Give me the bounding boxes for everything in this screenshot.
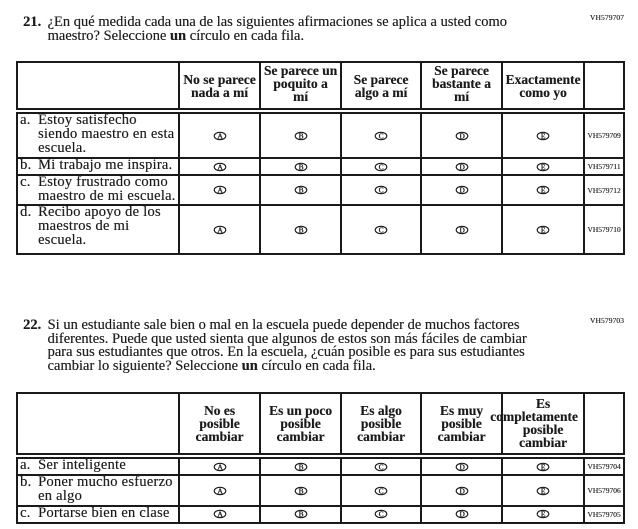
svg-text:C: C: [379, 162, 384, 171]
svg-text:E: E: [541, 131, 546, 140]
svg-text:E: E: [541, 486, 546, 495]
svg-text:B: B: [298, 162, 303, 171]
svg-text:C: C: [379, 510, 384, 519]
svg-text:D: D: [459, 186, 464, 195]
svg-text:B: B: [298, 225, 303, 234]
svg-text:B: B: [298, 186, 303, 195]
svg-text:D: D: [459, 162, 464, 171]
svg-text:A: A: [217, 162, 223, 171]
svg-text:C: C: [379, 186, 384, 195]
svg-text:C: C: [379, 131, 384, 140]
svg-text:A: A: [217, 486, 223, 495]
svg-text:C: C: [379, 486, 384, 495]
svg-text:A: A: [217, 462, 223, 471]
svg-text:B: B: [298, 131, 303, 140]
svg-text:C: C: [379, 225, 384, 234]
svg-text:B: B: [298, 510, 303, 519]
svg-text:A: A: [217, 131, 223, 140]
svg-text:E: E: [541, 186, 546, 195]
svg-text:E: E: [541, 462, 546, 471]
svg-text:C: C: [379, 462, 384, 471]
svg-text:E: E: [541, 162, 546, 171]
svg-text:E: E: [541, 510, 546, 519]
svg-text:B: B: [298, 486, 303, 495]
svg-text:D: D: [459, 486, 464, 495]
svg-text:E: E: [541, 225, 546, 234]
svg-text:B: B: [298, 462, 303, 471]
svg-text:D: D: [459, 225, 464, 234]
svg-text:A: A: [217, 510, 223, 519]
svg-text:A: A: [217, 225, 223, 234]
svg-text:D: D: [459, 462, 464, 471]
svg-text:D: D: [459, 510, 464, 519]
svg-text:A: A: [217, 186, 223, 195]
svg-text:D: D: [459, 131, 464, 140]
